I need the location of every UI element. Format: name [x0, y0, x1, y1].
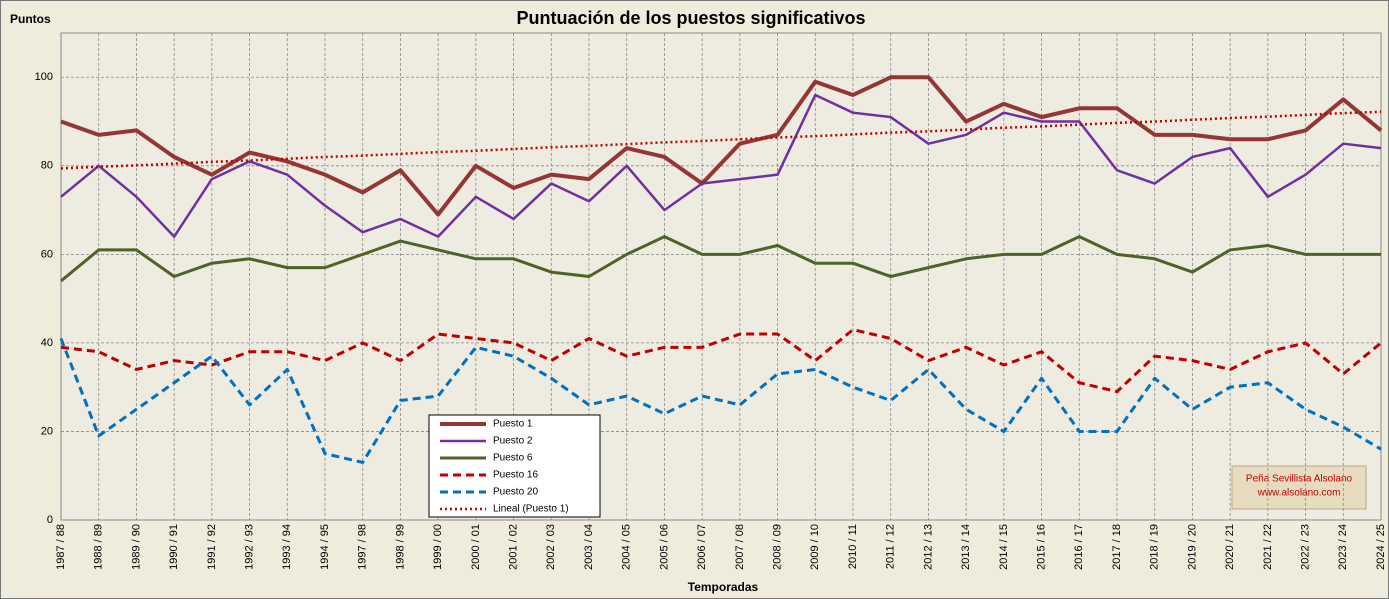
x-tick-label: 2011 / 12: [885, 524, 897, 569]
x-tick-label: 2010 / 11: [847, 524, 859, 569]
x-tick-label: 2009 / 10: [809, 524, 821, 570]
y-tick-label: 20: [41, 425, 53, 437]
x-tick-label: 2022 / 23: [1299, 524, 1311, 570]
x-tick-label: 2008 / 09: [771, 524, 783, 570]
plot-area: [60, 32, 1382, 521]
x-tick-label: 2013 / 14: [960, 524, 972, 570]
legend-label: Puesto 20: [493, 487, 538, 498]
x-tick-label: 2003 / 04: [583, 524, 595, 570]
line-series: [60, 93, 1382, 238]
x-tick-label: 1990 / 91: [168, 524, 180, 570]
line-series: [60, 110, 1382, 170]
x-tick-label: 2001 / 02: [507, 524, 519, 570]
x-tick-label: 2019 / 20: [1186, 524, 1198, 570]
x-tick-label: 1993 / 94: [281, 524, 293, 570]
x-tick-label: 2007 / 08: [734, 524, 746, 570]
x-tick-label: 1989 / 90: [130, 524, 142, 570]
x-tick-label: 1998 / 99: [394, 524, 406, 570]
y-tick-label: 40: [41, 337, 53, 349]
x-axis-label: Temporadas: [688, 580, 759, 594]
x-tick-label: 2005 / 06: [658, 524, 670, 570]
x-tick-label: 2024 / 25: [1375, 524, 1387, 570]
legend-label: Puesto 2: [493, 436, 533, 447]
legend-label: Puesto 1: [493, 419, 533, 430]
legend-label: Puesto 6: [493, 453, 533, 464]
line-series: [60, 235, 1381, 283]
x-tick-label: 2014 / 15: [998, 524, 1010, 570]
watermark: Peña Sevillista Alsolano: [1246, 474, 1353, 485]
x-tick-label: 1987 / 88: [55, 524, 67, 570]
x-tick-label: 2006 / 07: [696, 524, 708, 570]
y-tick-label: 80: [41, 160, 53, 172]
x-tick-label: 2012 / 13: [922, 524, 934, 570]
legend-box: [428, 414, 601, 518]
watermark: www.alsolano.com: [1257, 488, 1341, 499]
x-tick-label: 2018 / 19: [1149, 524, 1161, 570]
x-tick-label: 2017 / 18: [1111, 524, 1123, 570]
x-tick-label: 2023 / 24: [1337, 524, 1349, 570]
x-tick-label: 1997 / 98: [357, 524, 369, 570]
legend-label: Puesto 16: [493, 470, 538, 481]
x-tick-label: 2015 / 16: [1035, 524, 1047, 570]
x-tick-label: 1991 / 92: [206, 524, 218, 570]
legend-label: Lineal (Puesto 1): [493, 504, 569, 515]
x-tick-label: 1992 / 93: [243, 524, 255, 570]
line-series: [60, 328, 1382, 394]
x-tick-label: 2004 / 05: [621, 524, 633, 570]
x-tick-label: 1988 / 89: [93, 524, 105, 570]
y-axis-label: Puntos: [10, 12, 51, 26]
x-tick-label: 2020 / 21: [1224, 524, 1236, 570]
y-tick-label: 100: [35, 71, 53, 83]
x-tick-label: 2021 / 22: [1262, 524, 1274, 570]
line-series: [59, 337, 1382, 464]
x-tick-label: 1999 / 00: [432, 524, 444, 570]
x-tick-label: 2002 / 03: [545, 524, 557, 570]
y-tick-label: 60: [41, 248, 53, 260]
x-tick-label: 2000 / 01: [470, 524, 482, 570]
x-tick-label: 1994 / 95: [319, 524, 331, 570]
x-tick-label: 2016 / 17: [1073, 524, 1085, 570]
chart-title: Puntuación de los puestos significativos: [516, 8, 865, 28]
y-tick-label: 0: [47, 514, 53, 526]
